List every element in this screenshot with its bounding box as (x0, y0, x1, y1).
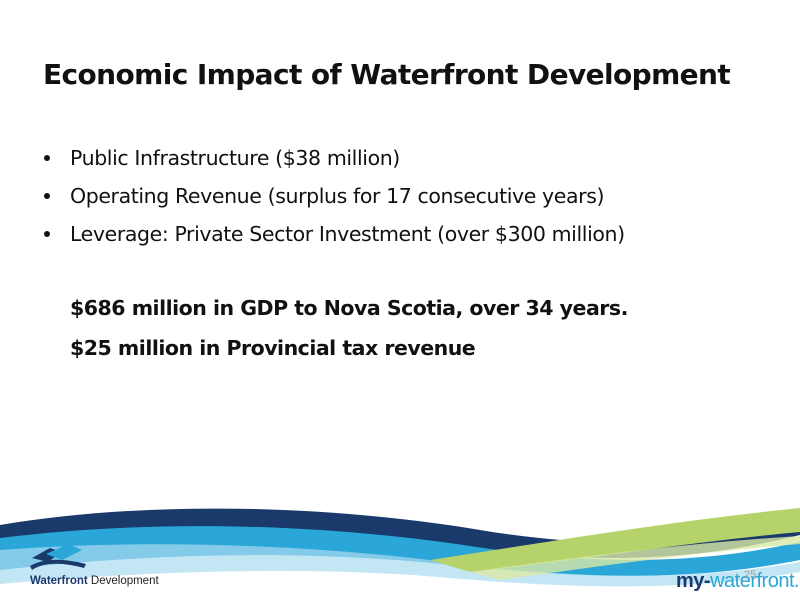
footer-wave-graphic (0, 508, 800, 587)
bullet-text: Public Infrastructure ($38 million) (70, 146, 400, 170)
bullet-item: Public Infrastructure ($38 million) (43, 142, 625, 180)
bullet-dot-icon (44, 155, 50, 161)
bullet-item: Leverage: Private Sector Investment (ove… (43, 218, 625, 256)
logo-wordmark: Waterfront Development (30, 575, 159, 587)
gdp-highlight: $686 million in GDP to Nova Scotia, over… (70, 296, 628, 320)
bullet-dot-icon (44, 193, 50, 199)
website-url: my-waterfront.ca (676, 570, 800, 593)
bullet-list: Public Infrastructure ($38 million) Oper… (43, 142, 625, 256)
bullet-dot-icon (44, 231, 50, 237)
bullet-text: Operating Revenue (surplus for 17 consec… (70, 184, 605, 208)
waterfront-logo-icon (30, 544, 86, 570)
bullet-item: Operating Revenue (surplus for 17 consec… (43, 180, 625, 218)
slide-title: Economic Impact of Waterfront Developmen… (43, 58, 731, 91)
tax-revenue-highlight: $25 million in Provincial tax revenue (70, 336, 476, 360)
logo-word-waterfront: Waterfront (30, 575, 88, 587)
logo-word-development: Development (87, 575, 159, 587)
website-domain: waterfront.ca (710, 570, 800, 592)
website-prefix: my- (676, 570, 711, 592)
page-number: 25 (744, 569, 757, 581)
bullet-text: Leverage: Private Sector Investment (ove… (70, 222, 625, 246)
